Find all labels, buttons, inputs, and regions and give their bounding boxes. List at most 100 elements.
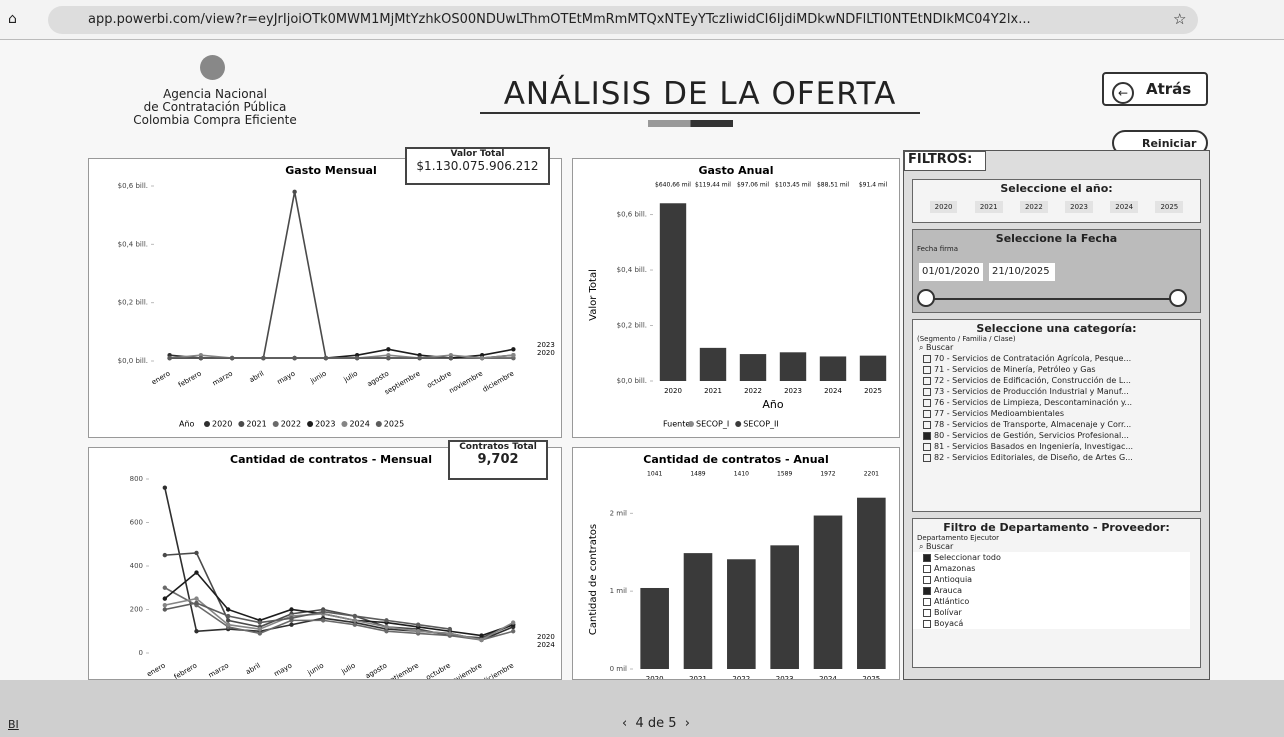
item-label: 76 - Servicios de Limpieza, Descontamina…	[934, 398, 1133, 407]
series-line	[169, 191, 514, 359]
point	[229, 355, 235, 361]
kpi-card: Contratos Total 9,702	[448, 440, 548, 480]
series-line	[164, 587, 514, 641]
year-option[interactable]: 2022	[1019, 201, 1048, 213]
list-item[interactable]: 78 - Servicios de Transporte, Almacenaje…	[923, 419, 1200, 430]
point	[194, 570, 199, 575]
point	[257, 631, 263, 636]
list-item[interactable]: Seleccionar todo	[923, 552, 1190, 563]
search-label: Buscar	[926, 343, 954, 352]
search[interactable]: ⌕ Buscar	[919, 343, 954, 352]
year-option[interactable]: 2023	[1065, 201, 1093, 213]
x-tick-label: marzo	[207, 662, 230, 679]
list-item[interactable]: 76 - Servicios de Limpieza, Descontamina…	[923, 397, 1200, 408]
list-item[interactable]: 77 - Servicios Medioambientales	[923, 408, 1200, 419]
point	[415, 622, 421, 627]
point	[511, 352, 516, 358]
point	[289, 622, 294, 627]
year-option[interactable]: 2021	[974, 201, 1003, 213]
x-tick-label: noviembre	[447, 662, 483, 679]
checkbox	[923, 409, 931, 418]
date-start[interactable]: 01/01/2020	[919, 263, 983, 281]
legend-label: 2025	[384, 420, 404, 429]
bar	[857, 497, 886, 669]
list-item[interactable]: Antioquia	[923, 574, 1190, 585]
point	[225, 618, 231, 623]
point	[167, 355, 172, 361]
item-label: 71 - Servicios de Minería, Petróleo y Ga…	[934, 365, 1096, 374]
list-item[interactable]: 80 - Servicios de Gestión, Servicios Pro…	[923, 430, 1200, 441]
page-nav[interactable]: ‹ 4 de 5 ›	[622, 716, 690, 731]
chart-panel: Gasto Mensual $0,0 bill. $0,2 bill. $0,4 bi…	[88, 158, 562, 438]
end-label: 2023	[537, 341, 555, 349]
reset-label: Reiniciar	[1142, 137, 1197, 150]
data-label: 1410	[734, 471, 749, 478]
legend-title: Año	[179, 420, 195, 429]
data-label: 2201	[864, 471, 879, 478]
year-option[interactable]: 2025	[1155, 201, 1184, 213]
list-item[interactable]: Bolívar	[923, 607, 1190, 618]
y-axis-label: Cantidad de contratos	[588, 524, 599, 635]
year-option[interactable]: 2024	[1110, 201, 1139, 213]
date-end[interactable]: 21/10/2025	[989, 263, 1055, 281]
list-item[interactable]: 70 - Servicios de Contratación Agrícola,…	[923, 353, 1200, 364]
report-title: ANÁLISIS DE LA OFERTA	[480, 76, 920, 114]
point	[261, 355, 266, 361]
checkbox	[923, 608, 931, 617]
list-item[interactable]: 71 - Servicios de Minería, Petróleo y Ga…	[923, 364, 1200, 375]
list-item[interactable]: Arauca	[923, 585, 1190, 596]
list-item[interactable]: 73 - Servicios de Producción Industrial …	[923, 386, 1200, 397]
y-tick-label: $0,4 bill.	[118, 240, 148, 248]
year-option[interactable]: 2020	[929, 201, 958, 213]
y-tick-label: 1 mil	[610, 587, 627, 595]
x-tick-label: julio	[339, 662, 356, 677]
point	[194, 550, 199, 556]
list-item[interactable]: 82 - Servicios Editoriales, de Diseño, d…	[923, 452, 1200, 463]
legend-swatch	[735, 421, 742, 427]
data-label: $640,66 mil	[655, 182, 691, 189]
item-label: Bolívar	[934, 608, 962, 617]
x-tick-label: mayo	[276, 370, 297, 387]
bar	[739, 354, 767, 381]
end-label: 2024	[537, 641, 555, 649]
item-label: Atlántico	[934, 597, 970, 606]
end-label: 2020	[537, 349, 555, 357]
filter-subtitle: Departamento Ejecutor	[917, 534, 1000, 542]
item-label: Arauca	[934, 586, 963, 595]
x-tick-label: 2021	[704, 387, 722, 395]
slider-handle[interactable]	[917, 289, 935, 307]
filters-panel: FILTROS: Seleccione el año: 2020 2021 2022…	[903, 150, 1210, 680]
home-icon[interactable]: ⌂	[8, 11, 17, 27]
address-bar[interactable]: app.powerbi.com/view?r=eyJrIjoiOTk0MWM1M…	[48, 6, 1198, 34]
x-tick-label: enero	[145, 662, 166, 679]
chart: Gasto Anual $0,0 bill. $0,2 bill. $0,4 bill…	[588, 164, 887, 429]
list-item[interactable]: 81 - Servicios Basados en Ingeniería, In…	[923, 441, 1200, 452]
checkbox	[923, 597, 931, 606]
point	[417, 355, 422, 361]
legend-swatch	[272, 421, 279, 427]
point	[257, 626, 263, 632]
bar	[659, 203, 687, 381]
checkbox	[923, 376, 931, 385]
x-tick-label: diciembre	[481, 370, 515, 394]
list-item[interactable]: 72 - Servicios de Edificación, Construcc…	[923, 375, 1200, 386]
point	[510, 629, 516, 634]
legend-swatch	[204, 421, 210, 427]
list-item[interactable]: Boyacá	[923, 618, 1190, 629]
list-item[interactable]: Atlántico	[923, 596, 1190, 607]
y-tick-label: $0,6 bill.	[617, 211, 647, 219]
list-item[interactable]: Amazonas	[923, 563, 1190, 574]
y-tick-label: 600	[130, 519, 143, 527]
back-label: Atrás	[1146, 80, 1192, 98]
legend-label: 2023	[315, 420, 335, 429]
search[interactable]: ⌕ Buscar	[919, 542, 954, 551]
legend-label: 2020	[212, 420, 232, 429]
y-tick-label: 0	[139, 649, 143, 657]
x-tick-label: 2024	[824, 387, 842, 395]
point	[198, 355, 204, 361]
point	[292, 189, 297, 195]
item-label: 73 - Servicios de Producción Industrial …	[934, 387, 1129, 396]
star-icon[interactable]: ☆	[1173, 10, 1187, 28]
slider-handle[interactable]	[1169, 289, 1187, 307]
